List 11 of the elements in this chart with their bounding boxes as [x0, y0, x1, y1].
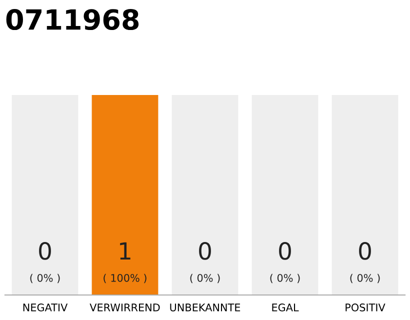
- x-tick-label: NEGATIV: [23, 304, 68, 312]
- annotation: 0 ( 0% ): [350, 242, 380, 284]
- annotation: 0 ( 0% ): [30, 242, 60, 284]
- chart-title: 0711968: [6, 9, 139, 30]
- x-tick-label: EGAL: [272, 304, 299, 312]
- x-tick-label: VERWIRREND: [90, 304, 160, 312]
- x-tick-label: UNBEKANNTE: [170, 304, 240, 312]
- annotation: 1 ( 100% ): [104, 242, 146, 284]
- annotation: 0 ( 0% ): [190, 242, 220, 284]
- annotation: 0 ( 0% ): [270, 242, 300, 284]
- x-tick-label: POSITIV: [346, 304, 386, 312]
